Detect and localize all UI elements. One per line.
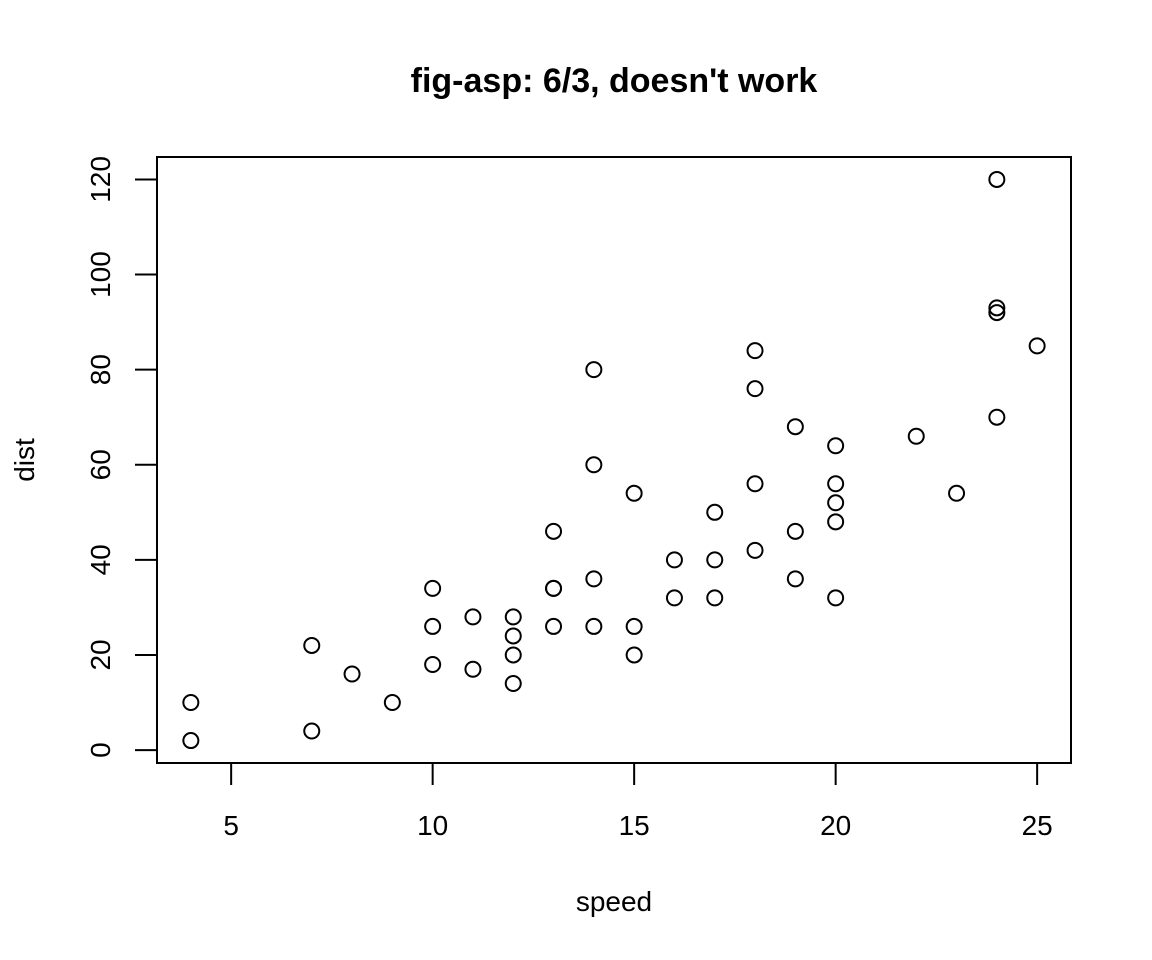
data-point bbox=[625, 484, 643, 502]
y-axis: 0 20 40 60 80 100 120 bbox=[85, 156, 158, 758]
x-tick-label: 15 bbox=[619, 810, 650, 841]
data-point bbox=[504, 674, 522, 692]
data-point bbox=[907, 427, 925, 445]
y-tick-label: 80 bbox=[85, 354, 116, 385]
data-point bbox=[827, 494, 845, 512]
data-point bbox=[585, 456, 603, 474]
data-point bbox=[1028, 337, 1046, 355]
data-point bbox=[988, 299, 1006, 317]
data-point bbox=[182, 732, 200, 750]
chart-title: fig-asp: 6/3, doesn't work bbox=[411, 62, 818, 100]
data-point bbox=[545, 617, 563, 635]
data-point bbox=[545, 522, 563, 540]
data-point bbox=[545, 579, 563, 597]
data-point bbox=[424, 655, 442, 673]
x-tick-label: 20 bbox=[820, 810, 851, 841]
data-points bbox=[182, 170, 1046, 750]
data-point bbox=[827, 513, 845, 531]
data-point bbox=[424, 579, 442, 597]
data-point bbox=[786, 570, 804, 588]
data-point bbox=[303, 636, 321, 654]
data-point bbox=[988, 304, 1006, 322]
data-point bbox=[827, 589, 845, 607]
x-tick-label: 5 bbox=[223, 810, 239, 841]
data-point bbox=[303, 722, 321, 740]
data-point bbox=[786, 418, 804, 436]
data-point bbox=[504, 608, 522, 626]
data-point bbox=[746, 541, 764, 559]
data-point bbox=[504, 627, 522, 645]
data-point bbox=[706, 589, 724, 607]
data-point bbox=[988, 170, 1006, 188]
data-point bbox=[988, 408, 1006, 426]
data-point bbox=[706, 551, 724, 569]
y-tick-label: 100 bbox=[85, 251, 116, 298]
data-point bbox=[585, 361, 603, 379]
x-tick-label: 10 bbox=[417, 810, 448, 841]
y-tick-label: 60 bbox=[85, 449, 116, 480]
plot-frame bbox=[156, 156, 1072, 764]
data-point bbox=[665, 589, 683, 607]
data-point bbox=[464, 608, 482, 626]
y-axis-label: dist bbox=[9, 438, 40, 482]
data-point bbox=[625, 646, 643, 664]
data-point bbox=[827, 437, 845, 455]
y-tick-label: 0 bbox=[85, 742, 116, 758]
x-axis: 5 10 15 20 25 bbox=[223, 762, 1053, 841]
data-point bbox=[746, 342, 764, 360]
data-point bbox=[464, 660, 482, 678]
data-point bbox=[827, 475, 845, 493]
data-point bbox=[585, 570, 603, 588]
data-point bbox=[182, 694, 200, 712]
x-tick-label: 25 bbox=[1022, 810, 1053, 841]
y-tick-label: 20 bbox=[85, 639, 116, 670]
data-point bbox=[585, 617, 603, 635]
data-point bbox=[424, 617, 442, 635]
data-point bbox=[665, 551, 683, 569]
x-axis-label: speed bbox=[576, 886, 652, 917]
data-point bbox=[343, 665, 361, 683]
data-point bbox=[383, 694, 401, 712]
data-point bbox=[706, 503, 724, 521]
data-point bbox=[948, 484, 966, 502]
data-point bbox=[746, 475, 764, 493]
data-point bbox=[504, 646, 522, 664]
y-tick-label: 120 bbox=[85, 156, 116, 203]
y-tick-label: 40 bbox=[85, 544, 116, 575]
data-point bbox=[625, 617, 643, 635]
data-point bbox=[746, 380, 764, 398]
data-point bbox=[786, 522, 804, 540]
